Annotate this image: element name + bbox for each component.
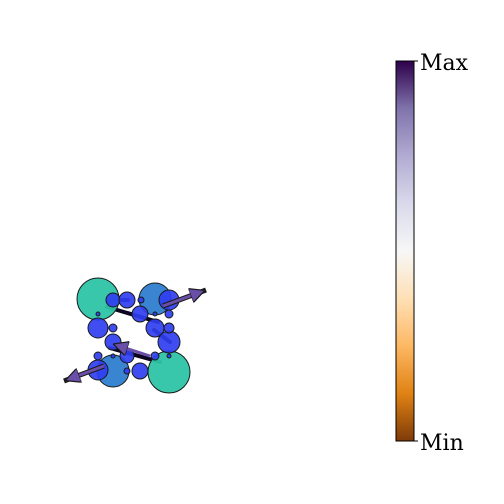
large-atoms [76,277,191,394]
atom-small [95,311,101,317]
molecule [63,277,207,394]
atom-small [152,311,158,317]
atom-small [166,353,172,359]
atom-small [150,351,160,361]
atom-small [93,351,103,361]
arrow-mid [116,345,151,358]
atom-small [110,353,116,359]
atom-small [163,322,175,334]
arrow-left-fill [68,364,105,380]
colorbar-bar [395,60,415,442]
atom-small [131,305,149,323]
atom-small [104,333,122,351]
atom-small [118,291,136,309]
colorbar-max-label: Max [420,51,469,76]
vector-arrows [63,287,207,384]
atom-small [123,367,131,375]
atom-small [164,309,174,319]
colorbar-min-label: Min [420,431,464,456]
atom-small [105,292,121,308]
atom-small [137,296,145,304]
small-atoms [87,289,181,381]
colorbar: Max Min [395,51,469,456]
atom-small [131,362,149,380]
atom-small [108,323,118,333]
atom-small [87,317,109,339]
atom-small [157,330,181,354]
arrow-right-fill [162,292,202,308]
